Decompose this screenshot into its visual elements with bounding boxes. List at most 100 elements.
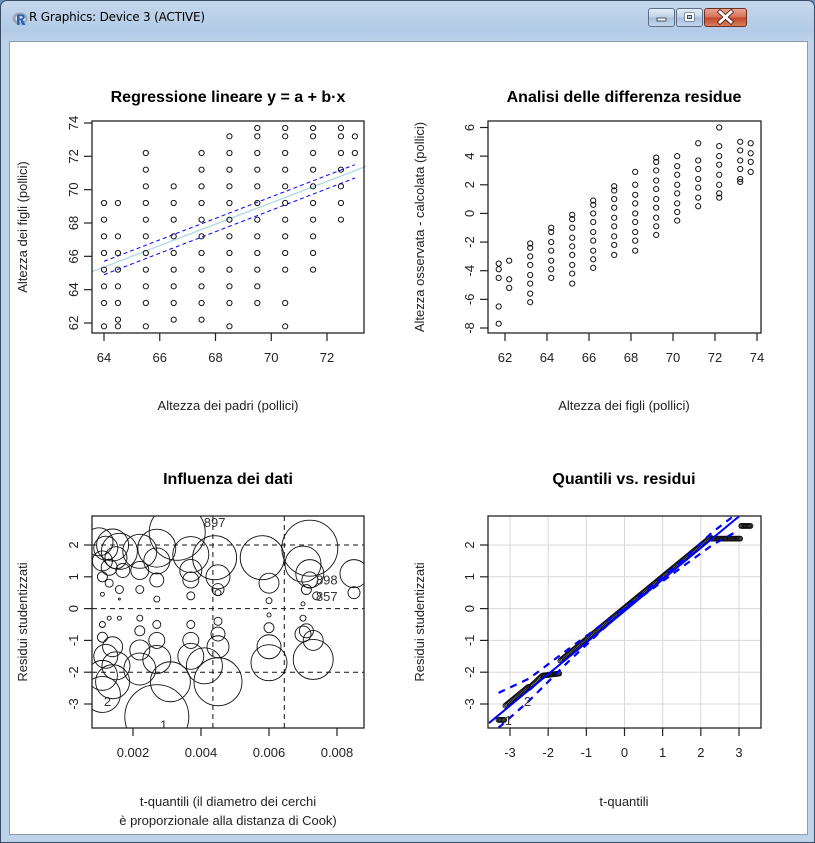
data-point <box>282 133 289 140</box>
x-tick-label: 1 <box>659 745 666 760</box>
data-point <box>569 251 576 259</box>
x-axis-label: Altezza dei padri (pollici) <box>158 398 299 413</box>
data-point <box>674 153 681 160</box>
y-tick-label: 74 <box>66 116 81 130</box>
data-point <box>632 218 639 226</box>
minimize-button[interactable] <box>648 8 675 27</box>
data-point <box>254 124 261 132</box>
data-point <box>495 274 502 281</box>
data-point <box>185 647 223 685</box>
data-point <box>590 197 597 204</box>
data-point <box>114 233 122 240</box>
data-point <box>747 168 754 175</box>
data-point <box>142 249 149 257</box>
data-point <box>198 233 205 240</box>
data-point <box>198 216 205 223</box>
data-point <box>674 171 681 178</box>
confidence-band-lower <box>103 177 356 276</box>
data-point <box>148 516 206 561</box>
data-point <box>142 645 172 674</box>
data-point <box>172 536 210 573</box>
data-point <box>674 181 681 188</box>
data-point <box>96 631 108 643</box>
data-point <box>632 181 639 188</box>
data-point <box>716 181 723 188</box>
data-point <box>170 216 177 223</box>
title-bar[interactable]: R Graphics: Device 3 (ACTIVE) <box>1 1 814 33</box>
y-tick-label: 1 <box>66 573 81 580</box>
data-point <box>309 133 317 140</box>
data-point <box>653 177 660 184</box>
point-annotation: 2 <box>524 694 531 709</box>
data-point <box>282 166 289 173</box>
data-point <box>226 249 233 257</box>
data-point <box>653 154 660 161</box>
y-tick-label: -1 <box>462 635 477 647</box>
data-point <box>590 210 597 217</box>
data-point <box>309 216 317 223</box>
data-point <box>186 620 196 629</box>
data-point <box>653 204 660 211</box>
panel-title: Regressione lineare y = a + b·x <box>111 89 346 106</box>
data-point <box>170 299 177 307</box>
x-axis-label-line1: t-quantili (il diametro dei cerchi <box>140 794 316 809</box>
data-point <box>337 133 345 140</box>
data-point <box>695 203 702 210</box>
y-tick-label: -3 <box>462 698 477 710</box>
data-point <box>548 247 555 254</box>
data-point <box>142 216 149 223</box>
axes: 64 66 68 70 72 62 64 66 68 70 72 74 <box>66 116 334 365</box>
data-point <box>92 659 118 691</box>
data-point <box>548 238 555 246</box>
data-point <box>182 631 200 649</box>
data-point <box>226 266 233 273</box>
data-point <box>254 199 261 207</box>
data-point <box>282 323 289 330</box>
data-point <box>282 183 289 190</box>
data-point <box>653 196 660 203</box>
y-tick-label: 2 <box>462 541 477 548</box>
data-point <box>301 571 319 589</box>
y-tick-label: 70 <box>66 182 81 196</box>
data-point <box>309 124 317 132</box>
data-point <box>124 684 190 728</box>
close-button[interactable] <box>704 8 747 27</box>
maximize-icon <box>684 12 695 22</box>
x-axis-label: t-quantili <box>599 794 648 809</box>
data-point <box>170 283 177 290</box>
y-tick-label: 1 <box>462 573 477 580</box>
data-point <box>100 233 108 240</box>
y-tick-label: 64 <box>66 282 81 296</box>
data-point <box>611 241 618 249</box>
data-point <box>309 233 317 240</box>
data-point <box>337 216 345 223</box>
maximize-button[interactable] <box>676 8 703 27</box>
data-point <box>254 299 261 307</box>
confidence-band-upper <box>103 164 356 262</box>
data-point <box>548 274 555 281</box>
data-point <box>569 280 576 287</box>
data-point <box>104 578 114 588</box>
data-point <box>100 299 108 307</box>
data-point <box>300 601 306 607</box>
data-point <box>674 208 681 216</box>
data-point <box>506 276 513 283</box>
data-point <box>99 591 105 597</box>
data-point <box>177 642 205 670</box>
data-point <box>254 249 261 257</box>
data-point <box>115 562 131 578</box>
data-point <box>653 167 660 174</box>
data-point <box>226 133 233 140</box>
data-point <box>632 228 639 236</box>
data-point <box>170 316 177 323</box>
data-point <box>674 190 681 197</box>
data-point <box>116 615 122 621</box>
panel-regression: Regressione lineare y = a + b·x 64 66 68 70… <box>15 89 367 413</box>
data-point <box>337 124 345 132</box>
data-point <box>198 249 205 257</box>
panel-residuals: Analisi delle differenza residue 62 64 66 6… <box>412 89 764 413</box>
data-point <box>92 676 121 713</box>
data-point <box>254 149 261 157</box>
data-point <box>142 183 149 190</box>
